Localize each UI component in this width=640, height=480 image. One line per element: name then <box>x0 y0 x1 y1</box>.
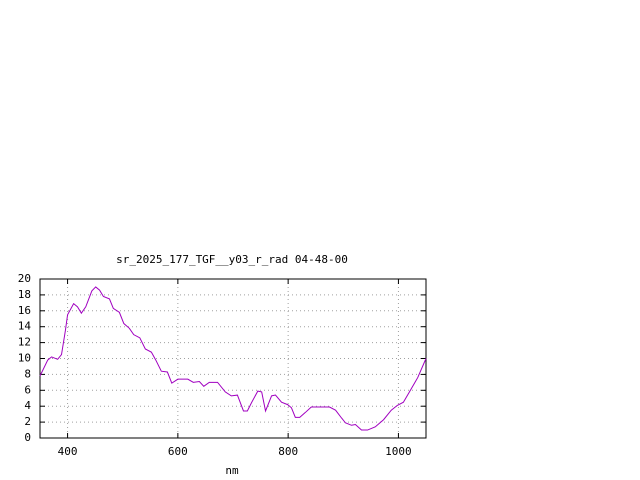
y-tick-label: 20 <box>18 272 31 285</box>
data-line <box>39 286 427 431</box>
y-tick-label: 0 <box>24 431 31 444</box>
y-tick-label: 2 <box>24 415 31 428</box>
y-tick-label: 6 <box>24 383 31 396</box>
y-tick-label: 8 <box>24 367 31 380</box>
y-tick-label: 4 <box>24 399 31 412</box>
y-tick-label: 12 <box>18 336 31 349</box>
y-tick-label: 10 <box>18 352 31 365</box>
x-tick-label: 1000 <box>385 445 412 458</box>
y-tick-label: 18 <box>18 288 31 301</box>
x-tick-label: 600 <box>168 445 188 458</box>
chart-title: sr_2025_177_TGF__y03_r_rad 04-48-00 <box>116 253 348 266</box>
y-tick-label: 16 <box>18 304 31 317</box>
x-tick-label: 400 <box>58 445 78 458</box>
y-tick-label: 14 <box>18 320 32 333</box>
x-tick-label: 800 <box>278 445 298 458</box>
x-axis-label: nm <box>225 464 239 477</box>
